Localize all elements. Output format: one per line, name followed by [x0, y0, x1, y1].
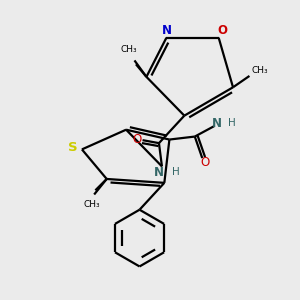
Text: H: H — [172, 167, 179, 177]
Text: O: O — [201, 156, 210, 169]
Text: O: O — [133, 133, 142, 146]
Text: N: N — [161, 24, 171, 37]
Text: CH₃: CH₃ — [83, 200, 100, 209]
Text: N: N — [212, 117, 222, 130]
Text: CH₃: CH₃ — [251, 66, 268, 75]
Text: H: H — [228, 118, 236, 128]
Text: O: O — [217, 24, 227, 37]
Text: N: N — [154, 166, 164, 179]
Text: CH₃: CH₃ — [121, 45, 137, 54]
Text: S: S — [68, 141, 77, 154]
